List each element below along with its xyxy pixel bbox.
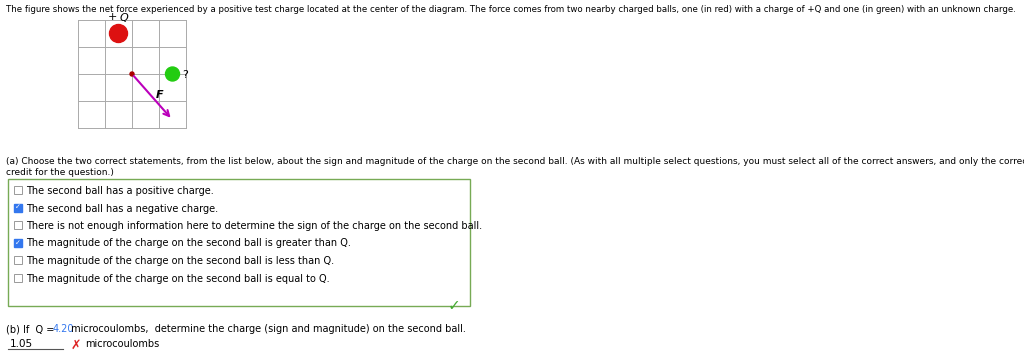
Text: microcoulombs,  determine the charge (sign and magnitude) on the second ball.: microcoulombs, determine the charge (sig…	[68, 324, 466, 334]
Text: F: F	[157, 90, 164, 100]
Text: 1.05: 1.05	[10, 339, 33, 349]
Text: ✓: ✓	[15, 240, 20, 245]
Text: (a) Choose the two correct statements, from the list below, about the sign and m: (a) Choose the two correct statements, f…	[6, 157, 1024, 166]
Text: 4.20: 4.20	[52, 324, 74, 334]
Bar	[14, 221, 22, 229]
Bar	[8, 179, 470, 306]
Circle shape	[110, 25, 128, 42]
Bar	[14, 203, 22, 211]
Text: (b) If  Q =: (b) If Q =	[6, 324, 57, 334]
Text: ✗: ✗	[71, 339, 82, 352]
Text: The magnitude of the charge on the second ball is less than Q.: The magnitude of the charge on the secon…	[26, 256, 334, 266]
Text: The second ball has a positive charge.: The second ball has a positive charge.	[26, 186, 214, 196]
Text: microcoulombs: microcoulombs	[85, 339, 160, 349]
Bar	[14, 239, 22, 247]
Bar	[14, 274, 22, 282]
Bar	[14, 256, 22, 264]
Text: The second ball has a negative charge.: The second ball has a negative charge.	[26, 203, 218, 214]
Bar	[14, 186, 22, 194]
Circle shape	[166, 67, 179, 81]
Text: Q: Q	[120, 13, 128, 22]
Text: There is not enough information here to determine the sign of the charge on the : There is not enough information here to …	[26, 221, 482, 231]
Text: credit for the question.): credit for the question.)	[6, 168, 114, 177]
Text: +: +	[109, 13, 118, 22]
Text: The figure shows the net force experienced by a positive test charge located at : The figure shows the net force experienc…	[6, 5, 1016, 14]
Text: ✓: ✓	[447, 298, 460, 313]
Circle shape	[130, 72, 134, 76]
Text: The magnitude of the charge on the second ball is greater than Q.: The magnitude of the charge on the secon…	[26, 239, 351, 248]
Text: ✓: ✓	[15, 205, 20, 210]
Text: ?: ?	[182, 70, 188, 80]
Text: The magnitude of the charge on the second ball is equal to Q.: The magnitude of the charge on the secon…	[26, 274, 330, 283]
